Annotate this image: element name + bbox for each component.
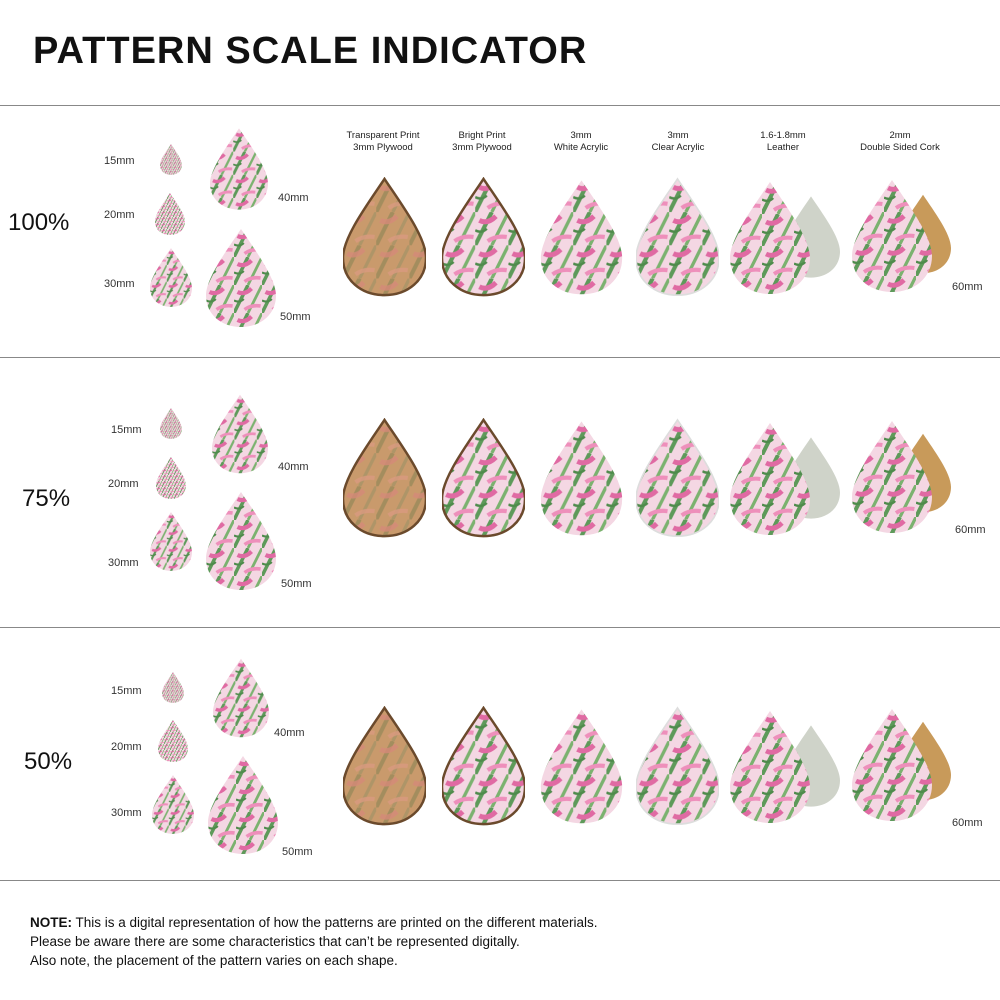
drop-leather	[730, 420, 810, 538]
drop-cork	[852, 418, 932, 536]
drop-cork	[852, 706, 932, 824]
material-header-cork: 2mm Double Sided Cork	[845, 130, 955, 154]
drop-transparent-plywood	[343, 706, 426, 826]
drop-cork	[852, 177, 932, 295]
divider	[0, 627, 1000, 628]
material-header-leather: 1.6-1.8mm Leather	[728, 130, 838, 154]
size-label-15mm: 15mm	[111, 685, 142, 697]
drop-30mm	[152, 774, 194, 835]
material-header-clear-acrylic: 3mm Clear Acrylic	[623, 130, 733, 154]
material-header-bright-plywood: Bright Print 3mm Plywood	[427, 130, 537, 154]
drop-leather	[730, 179, 810, 297]
divider	[0, 880, 1000, 881]
size-label-20mm: 20mm	[104, 209, 135, 221]
size-label-15mm: 15mm	[104, 155, 135, 167]
note-line-1: NOTE: This is a digital representation o…	[30, 913, 598, 932]
drop-white-acrylic	[540, 418, 623, 538]
drop-50mm	[206, 490, 276, 592]
drop-30mm	[150, 247, 192, 308]
material-line1: 2mm	[889, 130, 911, 141]
drop-clear-acrylic	[636, 706, 719, 826]
note-label: NOTE:	[30, 915, 72, 930]
size-label-30mm: 30mm	[108, 557, 139, 569]
scale-label: 50%	[24, 748, 73, 775]
drop-bright-plywood	[442, 418, 525, 538]
divider	[0, 105, 1000, 106]
size-label-20mm: 20mm	[108, 478, 139, 490]
drop-white-acrylic	[540, 706, 623, 826]
size-label-40mm: 40mm	[274, 727, 305, 739]
drop-clear-acrylic	[636, 418, 719, 538]
drop-40mm	[212, 392, 268, 476]
drop-bright-plywood	[442, 177, 525, 297]
drop-15mm	[160, 144, 182, 175]
size-label-20mm: 20mm	[111, 741, 142, 753]
section-75: 75% 15mm 20mm 30mm 40mm 50mm 60mm	[0, 374, 1000, 624]
drop-20mm	[155, 193, 185, 235]
size-label-15mm: 15mm	[111, 424, 142, 436]
size-label-50mm: 50mm	[282, 846, 313, 858]
note-line-2: Please be aware there are some character…	[30, 934, 520, 949]
drop-transparent-plywood	[343, 418, 426, 538]
drop-50mm	[206, 227, 276, 329]
drop-20mm	[158, 720, 188, 762]
drop-clear-acrylic	[636, 177, 719, 297]
material-header-white-acrylic: 3mm White Acrylic	[526, 130, 636, 154]
drop-30mm	[150, 511, 192, 572]
drop-white-acrylic	[540, 177, 623, 297]
section-50: 50% 15mm 20mm 30mm 40mm 50mm 60mm	[0, 640, 1000, 890]
size-label-60mm: 60mm	[952, 817, 983, 829]
drop-transparent-plywood	[343, 177, 426, 297]
size-label-60mm: 60mm	[952, 281, 983, 293]
material-line2: White Acrylic	[553, 142, 609, 153]
note-text-1: This is a digital representation of how …	[72, 915, 598, 930]
material-line2: Leather	[766, 142, 800, 153]
drop-15mm	[162, 672, 184, 703]
drop-50mm	[208, 754, 278, 856]
divider	[0, 357, 1000, 358]
material-line1: 1.6-1.8mm	[760, 130, 806, 141]
material-line1: 3mm	[667, 130, 689, 141]
size-label-50mm: 50mm	[280, 311, 311, 323]
material-line2: Double Sided Cork	[860, 142, 940, 153]
material-line1: Transparent Print	[346, 130, 420, 141]
drop-40mm	[213, 656, 269, 740]
material-line1: Bright Print	[458, 130, 506, 141]
size-label-60mm: 60mm	[955, 524, 986, 536]
drop-bright-plywood	[442, 706, 525, 826]
material-line1: 3mm	[570, 130, 592, 141]
material-line2: Clear Acrylic	[651, 142, 705, 153]
size-label-40mm: 40mm	[278, 192, 309, 204]
page-title: PATTERN SCALE INDICATOR	[33, 30, 588, 72]
size-label-40mm: 40mm	[278, 461, 309, 473]
size-label-50mm: 50mm	[281, 578, 312, 590]
size-label-30mm: 30mm	[104, 278, 135, 290]
material-header-transparent-plywood: Transparent Print 3mm Plywood	[328, 130, 438, 154]
drop-leather	[730, 708, 810, 826]
note-block: NOTE: This is a digital representation o…	[30, 913, 598, 970]
material-line2: 3mm Plywood	[353, 142, 413, 153]
section-100: 100% 15mm 20mm 30mm 40mm 50mm 60mm	[0, 107, 1000, 357]
drop-20mm	[156, 457, 186, 499]
material-line2: 3mm Plywood	[452, 142, 512, 153]
scale-label: 100%	[8, 209, 70, 236]
scale-label: 75%	[22, 485, 71, 512]
drop-40mm	[210, 127, 268, 211]
size-label-30mm: 30mm	[111, 807, 142, 819]
note-line-3: Also note, the placement of the pattern …	[30, 953, 398, 968]
drop-15mm	[160, 408, 182, 439]
